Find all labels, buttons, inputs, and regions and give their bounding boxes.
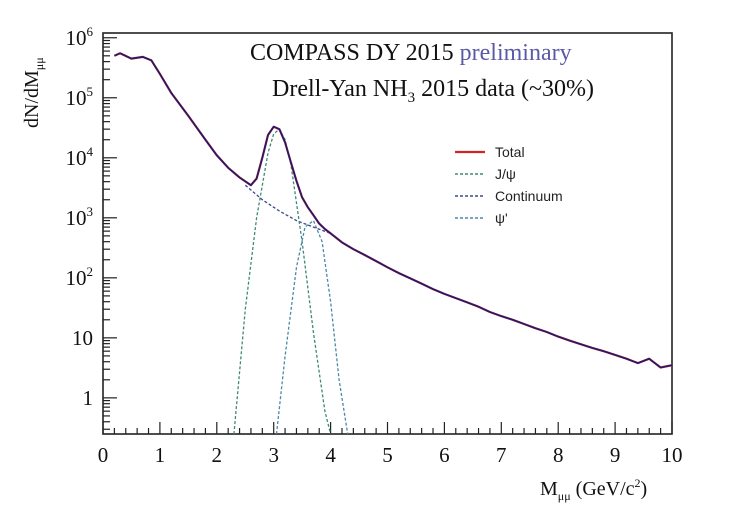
x-tick-label: 7: [496, 443, 507, 467]
y-axis-title: dN/dMμμ: [21, 57, 46, 128]
x-tick-label: 6: [439, 443, 450, 467]
series-line-data: [114, 52, 672, 369]
plot-frame: [102, 32, 673, 435]
y-tick-label: 104: [66, 144, 94, 170]
x-tick-label: 1: [155, 443, 166, 467]
legend: Total J/ψ Continuum ψ': [455, 144, 563, 226]
y-tick-label: 102: [66, 264, 94, 290]
legend-label: J/ψ: [495, 166, 516, 182]
legend-label: ψ': [495, 210, 508, 226]
y-tick-label: 103: [66, 204, 94, 230]
x-tick-label: 10: [662, 443, 683, 467]
y-tick-label: 1: [83, 386, 94, 410]
x-tick-label: 0: [98, 443, 109, 467]
x-tick-label: 5: [382, 443, 393, 467]
y-tick-label: 105: [66, 84, 94, 110]
legend-label: Continuum: [495, 188, 563, 204]
x-tick-label: 2: [212, 443, 223, 467]
x-tick-label: 3: [268, 443, 279, 467]
x-tick-labels: 0 1 2 3 4 5 6 7 8 9 10: [98, 443, 683, 467]
series-layer: [113, 52, 672, 434]
x-tick-label: 9: [610, 443, 621, 467]
axis-ticks: [102, 37, 673, 434]
annotation-line2: Drell-Yan NH3 2015 data (~30%): [272, 76, 594, 106]
y-tick-label: 10: [72, 326, 93, 350]
x-tick-label: 8: [553, 443, 564, 467]
annotation-line1: COMPASS DY 2015 preliminary: [250, 40, 572, 66]
series-line-continuum: [244, 184, 331, 235]
legend-label: Total: [495, 144, 525, 160]
annotation-preliminary: preliminary: [460, 40, 572, 66]
series-line-prime: [275, 219, 349, 434]
x-axis-title: Mμμ (GeV/c2): [540, 476, 647, 503]
y-tick-labels: 1 10 102 103 104 105 106: [66, 24, 94, 410]
x-tick-label: 4: [325, 443, 336, 467]
y-tick-label: 106: [66, 24, 94, 50]
